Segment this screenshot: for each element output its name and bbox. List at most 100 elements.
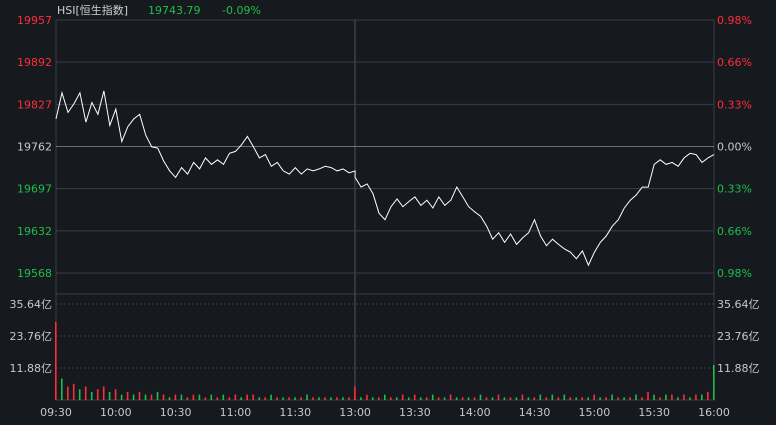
volume-bar [108, 391, 111, 400]
volume-bar [360, 397, 362, 400]
price-tick-label: 19957 [17, 14, 52, 27]
price-line [55, 90, 715, 267]
percent-tick-label: 0.33% [717, 183, 752, 196]
volume-bar [264, 397, 266, 400]
volume-bar [306, 394, 308, 400]
grid-lines [56, 61, 714, 274]
price-tick-label: 19827 [17, 98, 52, 111]
time-tick-label: 16:00 [698, 406, 730, 419]
volume-bar [330, 397, 332, 400]
volume-bar [563, 394, 566, 400]
volume-bar [611, 394, 613, 400]
volume-bar [120, 394, 123, 400]
volume-bar [713, 365, 715, 400]
volume-tick-label: 11.88亿 [717, 362, 760, 375]
time-tick-label: 10:30 [160, 406, 192, 419]
volume-bar [198, 394, 201, 400]
volume-bar [114, 389, 117, 400]
volume-bars [55, 321, 715, 400]
volume-bar [288, 397, 290, 400]
volume-bar [587, 397, 589, 400]
time-tick-label: 14:30 [519, 406, 551, 419]
volume-bar [210, 394, 213, 400]
volume-bar [270, 394, 272, 400]
symbol-label: HSI[恒生指数] [57, 3, 128, 17]
volume-bar [551, 394, 554, 400]
volume-bar [372, 397, 374, 400]
volume-bar [617, 397, 619, 400]
volume-bar [527, 397, 530, 400]
percent-tick-label: 0.00% [717, 141, 752, 154]
volume-bar [126, 391, 129, 400]
volume-bar [605, 397, 607, 400]
price-tick-label: 19762 [17, 141, 52, 154]
volume-bar [61, 378, 63, 400]
volume-bar [539, 394, 542, 400]
volume-bar [384, 394, 386, 400]
time-tick-label: 14:00 [459, 406, 491, 419]
volume-bar [186, 397, 189, 400]
percent-tick-label: 0.66% [717, 225, 752, 238]
time-axis: 09:30 10:00 10:30 11:00 11:30 13:00 13:30 14:00… [40, 406, 730, 419]
volume-bar [150, 394, 153, 400]
volume-bar [138, 391, 141, 400]
volume-bar [461, 397, 464, 400]
percent-tick-label: 0.33% [717, 98, 752, 111]
volume-bar [449, 394, 452, 400]
volume-bar [366, 394, 368, 400]
volume-bar [300, 397, 302, 400]
volume-bar [234, 394, 237, 400]
volume-bar [497, 394, 500, 400]
volume-bar [192, 394, 195, 400]
percent-tick-label: 0.66% [717, 56, 752, 69]
volume-bar [90, 391, 93, 400]
volume-bar [509, 397, 512, 400]
volume-bar [521, 394, 524, 400]
time-tick-label: 11:00 [220, 406, 252, 419]
volume-bar [180, 394, 183, 400]
left-price-axis: 19957 19892 19827 19762 19697 19632 19568 [17, 14, 52, 280]
volume-bar [665, 394, 667, 400]
volume-bar [342, 397, 344, 400]
volume-bar [84, 386, 87, 400]
volume-bar [324, 397, 326, 400]
percent-tick-label: 0.98% [717, 14, 752, 27]
right-percent-axis: 0.98% 0.66% 0.33% 0.00% 0.33% 0.66% 0.98% [717, 14, 752, 280]
volume-tick-label: 35.64亿 [717, 298, 760, 311]
price-tick-label: 19697 [17, 183, 52, 196]
volume-bar [102, 386, 105, 400]
volume-bar [533, 397, 536, 400]
volume-bar [318, 397, 320, 400]
price-tick-label: 19568 [17, 267, 52, 280]
volume-bar [647, 391, 649, 400]
volume-bar [683, 394, 685, 400]
volume-tick-label: 35.64亿 [10, 298, 53, 311]
volume-tick-label: 23.76亿 [717, 330, 760, 343]
volume-bar [545, 397, 548, 400]
volume-bar [396, 397, 398, 400]
volume-bar [222, 394, 225, 400]
volume-bar [431, 394, 434, 400]
volume-bar [473, 397, 476, 400]
volume-bar [689, 397, 691, 400]
volume-bar [623, 397, 625, 400]
volume-bar [629, 397, 631, 400]
volume-bar [258, 397, 260, 400]
price-tick-label: 19892 [17, 56, 52, 69]
volume-bar [67, 386, 69, 400]
volume-bar [132, 394, 135, 400]
volume-bar [228, 397, 231, 400]
volume-bar [599, 397, 601, 400]
volume-bar [575, 397, 577, 400]
volume-bar [252, 394, 254, 400]
time-tick-label: 11:30 [279, 406, 311, 419]
time-tick-label: 09:30 [40, 406, 72, 419]
volume-bar [72, 383, 75, 400]
volume-bar [390, 397, 392, 400]
last-price: 19743.79 [148, 4, 201, 17]
volume-bar [144, 394, 147, 400]
volume-bar [569, 397, 571, 400]
volume-bar [312, 397, 314, 400]
